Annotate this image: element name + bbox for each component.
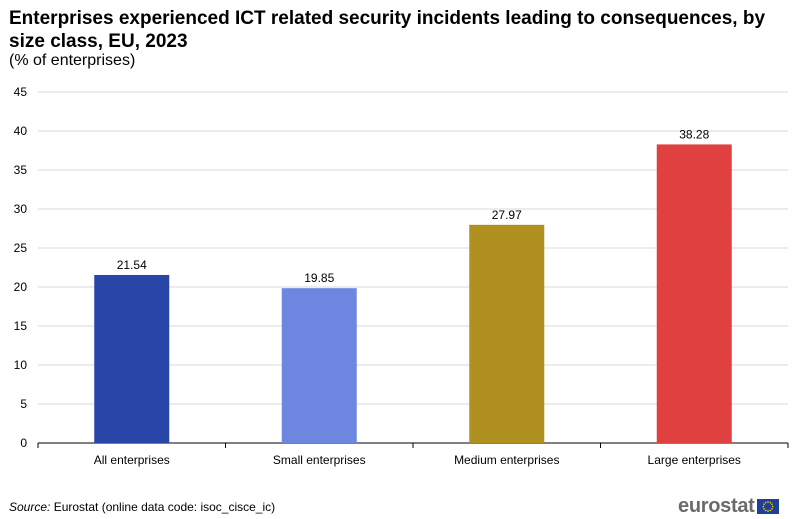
source-note: Source: Eurostat (online data code: isoc… [9, 500, 275, 514]
y-tick-label: 5 [20, 397, 27, 411]
x-tick-label: All enterprises [94, 453, 170, 467]
x-tick-label: Large enterprises [648, 453, 741, 467]
flag-star [771, 505, 773, 508]
flag-star [766, 510, 769, 512]
eurostat-logo: eurostat [678, 495, 779, 518]
flag-star [762, 505, 764, 508]
flag-star [764, 501, 767, 504]
eu-flag-icon [756, 499, 779, 514]
data-label: 21.54 [117, 258, 147, 272]
y-tick-label: 35 [14, 163, 28, 177]
data-label: 19.85 [304, 271, 334, 285]
flag-background [756, 499, 779, 514]
flag-star [762, 508, 765, 510]
chart-title: Enterprises experienced ICT related secu… [9, 8, 766, 52]
flag-star [770, 508, 773, 510]
y-tick-label: 0 [20, 436, 27, 450]
flag-star [770, 503, 773, 505]
flag-star [764, 509, 767, 512]
bar [469, 224, 545, 443]
chart-subtitle: (% of enterprises) [9, 52, 136, 69]
y-tick-label: 10 [14, 358, 28, 372]
logo-text: eurostat [678, 495, 755, 517]
source-label: Source: [9, 500, 51, 514]
x-tick-label: Medium enterprises [454, 453, 559, 467]
bar [281, 288, 357, 443]
y-tick-label: 15 [14, 319, 28, 333]
y-tick-label: 30 [14, 202, 28, 216]
bar [656, 144, 732, 443]
y-tick-label: 20 [14, 280, 28, 294]
y-tick-label: 25 [14, 241, 28, 255]
flag-star [762, 503, 765, 505]
y-tick-label: 45 [14, 85, 28, 99]
bar [94, 274, 170, 443]
source-text: Eurostat (online data code: isoc_cisce_i… [50, 500, 276, 514]
x-tick-label: Small enterprises [273, 453, 366, 467]
data-label: 27.97 [492, 208, 522, 222]
flag-star [769, 501, 771, 504]
flag-star [766, 501, 769, 503]
flag-star [769, 509, 771, 512]
data-label: 38.28 [679, 127, 709, 141]
y-tick-label: 40 [14, 124, 28, 138]
